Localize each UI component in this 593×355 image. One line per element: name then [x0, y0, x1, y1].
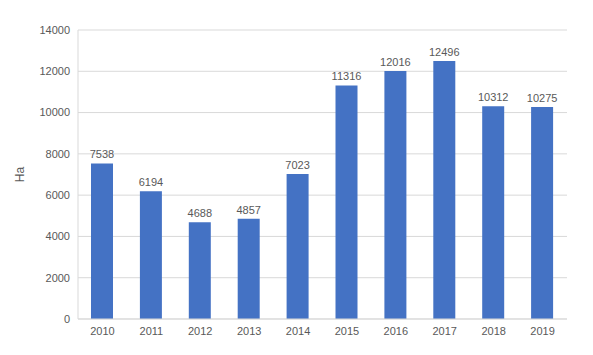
- svg-text:4688: 4688: [188, 207, 212, 219]
- svg-text:2018: 2018: [481, 325, 505, 337]
- svg-text:12016: 12016: [380, 56, 411, 68]
- svg-text:10275: 10275: [527, 92, 558, 104]
- svg-text:2019: 2019: [530, 325, 554, 337]
- svg-text:11316: 11316: [332, 70, 362, 82]
- svg-text:2014: 2014: [286, 325, 310, 337]
- svg-text:7023: 7023: [285, 159, 309, 171]
- svg-text:2000: 2000: [46, 272, 70, 284]
- svg-text:12000: 12000: [39, 65, 70, 77]
- svg-text:2013: 2013: [237, 325, 261, 337]
- svg-text:2016: 2016: [384, 325, 408, 337]
- svg-text:10000: 10000: [39, 106, 70, 118]
- svg-text:2012: 2012: [188, 325, 212, 337]
- svg-text:10312: 10312: [478, 91, 509, 103]
- svg-text:Ha: Ha: [13, 167, 27, 183]
- svg-text:2017: 2017: [433, 325, 457, 337]
- svg-text:4857: 4857: [236, 204, 260, 216]
- svg-text:12496: 12496: [429, 46, 460, 58]
- svg-text:6194: 6194: [139, 176, 163, 188]
- svg-text:7538: 7538: [90, 148, 114, 160]
- svg-text:2011: 2011: [140, 325, 164, 337]
- svg-text:0: 0: [64, 313, 70, 325]
- svg-text:6000: 6000: [46, 189, 70, 201]
- svg-text:14000: 14000: [39, 24, 70, 36]
- svg-text:8000: 8000: [46, 148, 70, 160]
- svg-text:2010: 2010: [90, 325, 114, 337]
- svg-text:2015: 2015: [335, 325, 359, 337]
- svg-text:4000: 4000: [46, 230, 70, 242]
